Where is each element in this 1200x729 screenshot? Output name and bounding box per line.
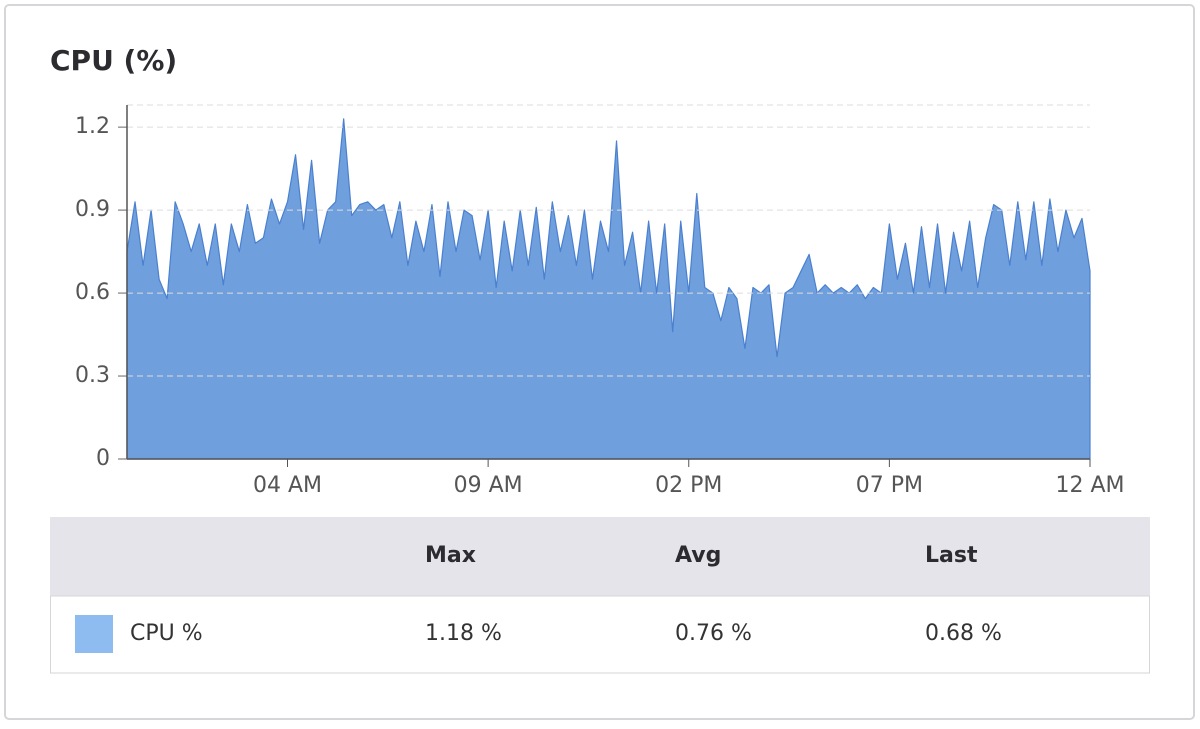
column-header: Avg (675, 543, 721, 568)
y-tick-label: 0.9 (75, 197, 110, 222)
plot (126, 118, 1091, 460)
table-header (50, 517, 1150, 596)
column-header: Max (425, 543, 476, 568)
column-header: Last (925, 543, 978, 568)
table-cell: 0.76 % (675, 621, 752, 646)
legend-swatch (75, 615, 113, 653)
y-tick-label: 1.2 (75, 114, 110, 139)
y-tick-label: 0.6 (75, 280, 110, 305)
table-cell: 1.18 % (425, 621, 502, 646)
y-tick-label: 0 (96, 446, 110, 471)
table-cell: 0.68 % (925, 621, 1002, 646)
y-tick-label: 0.3 (75, 363, 110, 388)
x-tick-label: 12 AM (1055, 473, 1124, 498)
area (126, 118, 1091, 460)
table: Max Avg Last CPU % 1.18 % 0.76 % 0.68 % (75, 543, 1002, 653)
chart-title: CPU (%) (50, 44, 177, 77)
x-tick-label: 02 PM (655, 473, 722, 498)
legend-label: CPU % (130, 621, 203, 646)
x-tick-label: 04 AM (253, 473, 322, 498)
x-tick-label: 09 AM (454, 473, 523, 498)
table-row (50, 595, 1150, 674)
x-tick-label: 07 PM (856, 473, 923, 498)
